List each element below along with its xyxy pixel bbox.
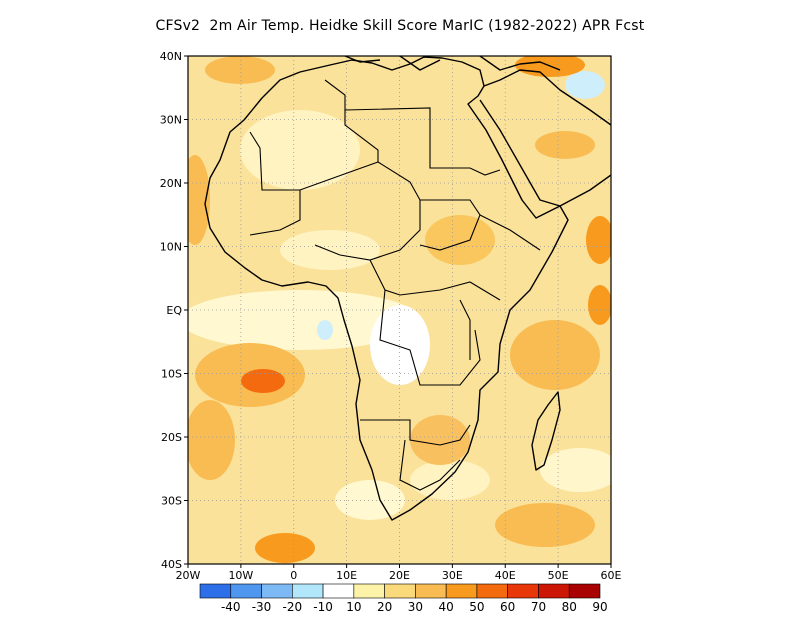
field-patch-light [410, 460, 490, 500]
lon-label: 40E [495, 569, 516, 582]
field-patch-warm [588, 285, 611, 325]
lon-label: 10W [228, 569, 253, 582]
field-patch-white [370, 305, 430, 385]
colorbar-label: -40 [221, 600, 241, 614]
field-patch-warm [188, 155, 210, 245]
field-patch-hot [241, 369, 285, 393]
arabia-coastline [479, 69, 611, 207]
colorbar-label: 60 [500, 600, 515, 614]
country-borders [249, 79, 541, 491]
lon-label: 30E [442, 569, 463, 582]
map-title: CFSv2 2m Air Temp. Heidke Skill Score Ma… [155, 18, 645, 34]
colorbar-swatch [199, 583, 232, 599]
field-patch-warm [410, 415, 470, 465]
border-line [419, 199, 481, 251]
colorbar-label: -20 [283, 600, 303, 614]
field-patch-warm [188, 400, 235, 480]
colorbar-label: 30 [408, 600, 423, 614]
field-patch-light [540, 448, 611, 492]
colorbar-swatch [353, 583, 385, 599]
colorbar-swatch [568, 583, 601, 599]
field-patch-warm [510, 320, 600, 390]
lat-label: 30S [161, 495, 182, 508]
colorbar-label: 20 [377, 600, 392, 614]
lon-label: 0 [290, 569, 297, 582]
colorbar-swatch [261, 583, 293, 599]
lon-label: 50E [548, 569, 569, 582]
colorbar-swatch [322, 583, 355, 599]
lat-label: 20N [160, 177, 182, 190]
field-patch-light [335, 480, 405, 520]
colorbar-swatch [445, 583, 478, 599]
field-patch-warm [425, 215, 495, 265]
colorbar-label: -30 [252, 600, 272, 614]
colorbar-swatch [507, 583, 539, 599]
field-patch-warm [535, 131, 595, 159]
madagascar-coastline [531, 391, 561, 471]
colorbar-label: 70 [531, 600, 546, 614]
field-patch-warm [495, 503, 595, 547]
colorbar-label: 80 [562, 600, 577, 614]
field-patch-warm [255, 533, 315, 563]
border-line [314, 161, 421, 261]
field-patch-warm [205, 56, 275, 84]
lat-label: 10S [161, 368, 182, 381]
colorbar-swatch [292, 583, 324, 599]
colorbar-label: -10 [313, 600, 333, 614]
border-line [360, 419, 471, 446]
colorbar-label: 50 [469, 600, 484, 614]
border-line [249, 190, 301, 236]
lon-label: 10E [336, 569, 357, 582]
field-patch-blue [317, 320, 333, 340]
border-line [344, 107, 501, 176]
colorbar-label: 40 [439, 600, 454, 614]
colorbar-swatch [476, 583, 508, 599]
field-patch-light [188, 290, 420, 350]
lat-label: 30N [160, 114, 182, 127]
lat-label: 10N [160, 241, 182, 254]
colorbar-swatch [230, 583, 262, 599]
lat-label: EQ [166, 304, 182, 317]
coastlines [204, 56, 611, 521]
border-line [399, 439, 461, 491]
lat-label: 40S [161, 558, 182, 571]
colorbar-swatch [538, 583, 570, 599]
field-patch-blue [565, 71, 605, 99]
field-patch-light [280, 230, 380, 270]
field-patch-warm [586, 216, 611, 264]
africa-coastline [204, 56, 569, 521]
colorbar-label: 10 [346, 600, 361, 614]
colorbar-label: 90 [592, 600, 607, 614]
latitude-labels: 40N 30N 20N 10N EQ 10S 20S 30S 40S [160, 50, 188, 571]
border-line [369, 259, 501, 301]
lon-label: 20W [176, 569, 201, 582]
map-field [188, 56, 611, 564]
europe-coastline [344, 56, 561, 71]
lat-lon-grid [188, 56, 611, 564]
colorbar-swatch [384, 583, 416, 599]
lon-label: 20E [389, 569, 410, 582]
border-line [459, 299, 471, 360]
colorbar: -40 -30 -20 -10 10 20 30 40 50 60 70 80 90 [199, 583, 608, 614]
colorbar-swatch [415, 583, 447, 599]
border-line [379, 289, 481, 386]
lon-label: 60E [601, 569, 622, 582]
lat-label: 20S [161, 431, 182, 444]
border-line [479, 214, 541, 251]
field-patch-light [240, 110, 360, 190]
lat-label: 40N [160, 50, 182, 63]
longitude-labels: 20W 10W 0 10E 20E 30E 40E 50E 60E [176, 564, 622, 582]
